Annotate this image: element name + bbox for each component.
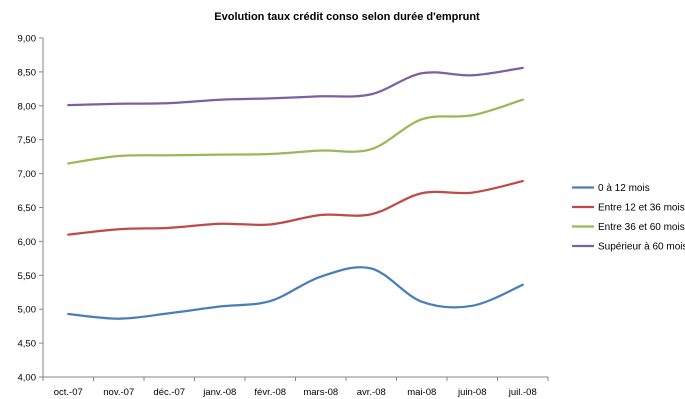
legend-label: Entre 12 et 36 mois [598,203,685,214]
y-axis-ticks: 4,00 4,50 5,00 5,50 6,00 6,50 7,00 7,50 8,00 8,50… [18,34,43,384]
x-tick-label: avr.-08 [357,387,386,398]
y-tick-label: 8,00 [18,101,37,112]
y-tick-label: 9,00 [18,34,37,45]
x-tick-label: juil.-08 [508,387,537,398]
y-tick-label: 5,00 [18,305,37,316]
y-tick-label: 4,00 [18,373,37,384]
x-tick-label: janv.-08 [202,387,236,398]
x-axis-ticks: oct.-07 nov.-07 déc.-07 janv.-08 févr.-08 mar… [42,377,549,398]
x-tick-label: nov.-07 [103,387,134,398]
x-tick-label: déc.-07 [153,387,185,398]
chart-title: Evolution taux crédit conso selon durée … [214,11,480,23]
y-tick-label: 7,00 [18,169,37,180]
legend-label: Supérieur à 60 mois [598,242,685,253]
axes [42,38,548,378]
legend-label: Entre 36 et 60 mois [598,222,685,233]
legend-label: 0 à 12 mois [598,183,650,194]
y-tick-label: 5,50 [18,271,37,282]
y-tick-label: 8,50 [18,67,37,78]
series-line-2 [67,179,524,236]
x-tick-label: juin-08 [457,387,487,398]
x-tick-label: mars-08 [303,387,338,398]
y-tick-label: 6,50 [18,203,37,214]
series-line-1 [67,266,524,320]
x-tick-label: oct.-07 [54,387,83,398]
series-line-3 [67,98,524,165]
series-lines [67,66,524,320]
y-tick-label: 7,50 [18,135,37,146]
legend: 0 à 12 mois Entre 12 et 36 mois Entre 36 e… [572,183,685,253]
series-line-4 [67,66,524,107]
y-tick-label: 4,50 [18,339,37,350]
y-tick-label: 6,00 [18,237,37,248]
x-tick-label: févr.-08 [254,387,286,398]
x-tick-label: mai-08 [407,387,436,398]
